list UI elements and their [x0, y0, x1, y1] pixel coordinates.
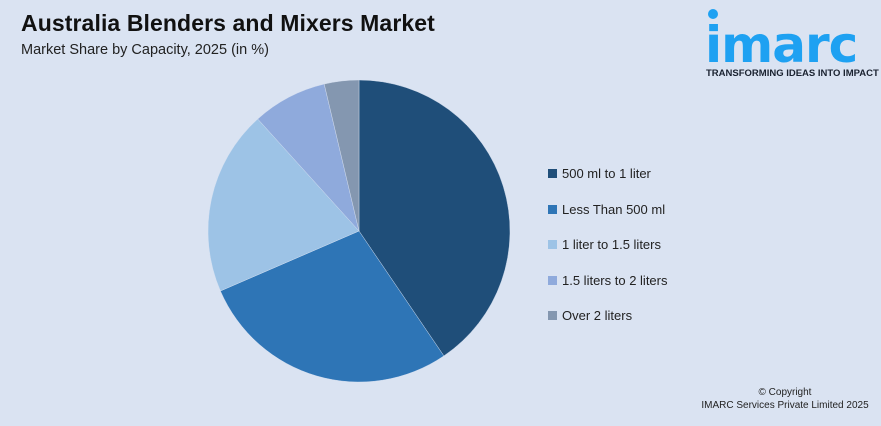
legend-label: 1 liter to 1.5 liters — [562, 237, 661, 253]
legend-swatch — [548, 311, 557, 321]
logo-wordmark: imarc — [705, 16, 858, 74]
legend-item: 1.5 liters to 2 liters — [548, 263, 668, 299]
copyright-company: IMARC Services Private Limited 2025 — [701, 400, 869, 411]
logo-tagline: TRANSFORMING IDEAS INTO IMPACT — [706, 68, 879, 79]
pie-slice — [220, 230, 445, 383]
imarc-logo: imarc TRANSFORMING IDEAS INTO IMPACT — [700, 6, 880, 86]
legend-item: Less Than 500 ml — [548, 192, 668, 228]
legend-item: 500 ml to 1 liter — [548, 156, 668, 192]
pie-slice — [323, 79, 360, 232]
logo-dot-icon — [708, 9, 718, 19]
pie-slice — [358, 79, 511, 357]
chart-title: Australia Blenders and Mixers Market — [21, 10, 435, 36]
legend-item: 1 liter to 1.5 liters — [548, 227, 668, 263]
chart-subtitle: Market Share by Capacity, 2025 (in %) — [21, 42, 269, 58]
legend-swatch — [548, 275, 557, 285]
legend-swatch — [548, 169, 557, 179]
chart-legend: 500 ml to 1 liter Less Than 500 ml 1 lit… — [548, 156, 668, 334]
copyright-notice: © Copyright IMARC Services Private Limit… — [700, 386, 870, 412]
legend-item: Over 2 liters — [548, 298, 668, 334]
legend-label: Over 2 liters — [562, 308, 633, 324]
legend-swatch — [548, 204, 557, 214]
legend-swatch — [548, 240, 557, 250]
legend-label: 1.5 liters to 2 liters — [562, 272, 668, 288]
legend-label: 500 ml to 1 liter — [562, 166, 651, 182]
legend-label: Less Than 500 ml — [562, 201, 666, 217]
copyright-line: © Copyright — [758, 387, 812, 398]
pie-slice — [207, 118, 360, 292]
